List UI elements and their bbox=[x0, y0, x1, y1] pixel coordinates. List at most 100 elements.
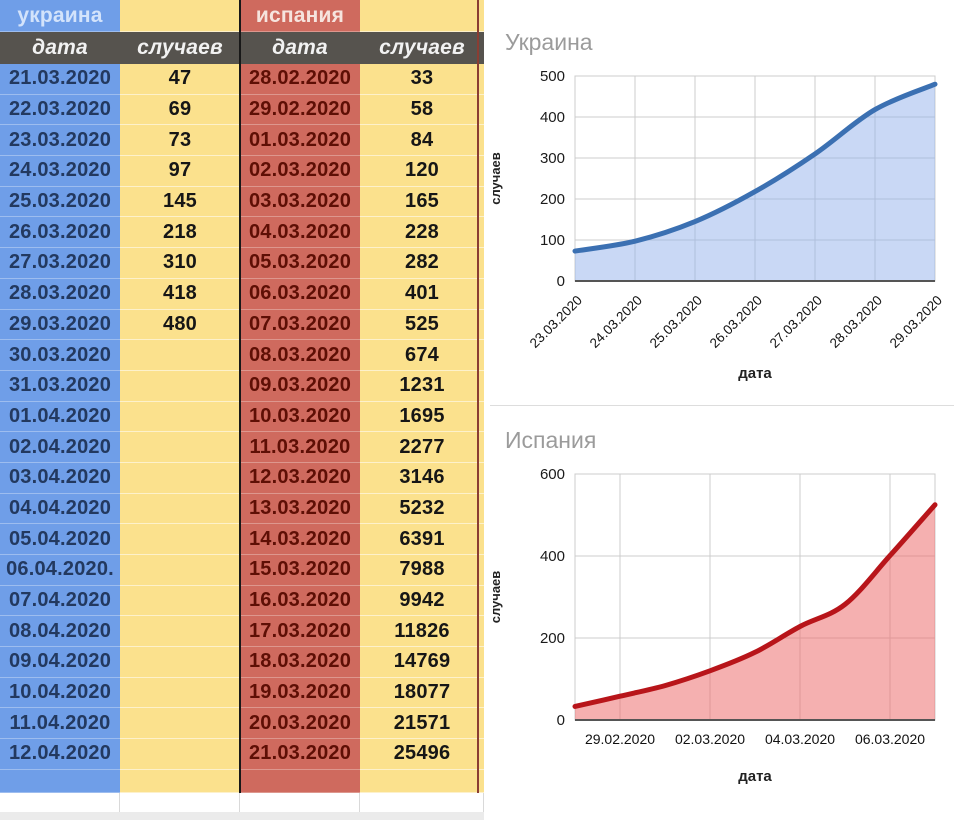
cell-ua-cases[interactable]: 310 bbox=[120, 248, 240, 279]
cell-es-date[interactable]: 29.02.2020 bbox=[240, 94, 360, 126]
cell-ua-cases[interactable]: 218 bbox=[120, 217, 240, 249]
cell-es-cases[interactable]: 5232 bbox=[360, 493, 484, 525]
cell-es-cases[interactable]: 6391 bbox=[360, 524, 484, 555]
cell-es-date[interactable]: 20.03.2020 bbox=[240, 708, 360, 740]
cell-ua-cases[interactable] bbox=[120, 616, 240, 648]
cell-ua-date[interactable]: 05.04.2020 bbox=[0, 524, 120, 555]
cell-ua-cases[interactable] bbox=[120, 677, 240, 709]
cell-es-cases[interactable]: 228 bbox=[360, 217, 484, 249]
cell-ua-cases[interactable]: 418 bbox=[120, 278, 240, 310]
cell-ua-cases[interactable] bbox=[120, 769, 240, 793]
cell-ua-cases[interactable] bbox=[120, 432, 240, 463]
cell-es-date[interactable]: 04.03.2020 bbox=[240, 217, 360, 249]
cell-es-cases[interactable]: 525 bbox=[360, 309, 484, 341]
cell-ua-date[interactable]: 03.04.2020 bbox=[0, 462, 120, 494]
cell-es-date[interactable]: 11.03.2020 bbox=[240, 432, 360, 463]
ukraine-section-header[interactable]: украина bbox=[0, 0, 120, 32]
spain-section-header[interactable]: испания bbox=[240, 0, 360, 32]
cell-es-date[interactable]: 19.03.2020 bbox=[240, 677, 360, 709]
col-header-ua-date[interactable]: дата bbox=[0, 32, 120, 64]
cell-es-date[interactable]: 28.02.2020 bbox=[240, 64, 360, 95]
cell-es-cases[interactable]: 2277 bbox=[360, 432, 484, 463]
cell-ua-date[interactable]: 09.04.2020 bbox=[0, 647, 120, 678]
ukraine-chart[interactable]: Украина 0 100 200 300 400 500 23.03.2020 24.03.2… bbox=[484, 0, 960, 405]
empty-white-cell[interactable] bbox=[360, 792, 484, 812]
cell-es-cases[interactable]: 165 bbox=[360, 186, 484, 218]
col-header-es-date[interactable]: дата bbox=[240, 32, 360, 64]
cell-ua-date[interactable]: 26.03.2020 bbox=[0, 217, 120, 249]
cell-ua-cases[interactable] bbox=[120, 739, 240, 770]
cell-es-cases[interactable]: 21571 bbox=[360, 708, 484, 740]
cell-es-cases[interactable]: 674 bbox=[360, 340, 484, 371]
cell-ua-cases[interactable]: 97 bbox=[120, 156, 240, 187]
cell-ua-cases[interactable] bbox=[120, 401, 240, 433]
cell-ua-date[interactable]: 22.03.2020 bbox=[0, 94, 120, 126]
cell-es-cases[interactable]: 18077 bbox=[360, 677, 484, 709]
cell-ua-cases[interactable]: 69 bbox=[120, 94, 240, 126]
cell-es-date[interactable]: 13.03.2020 bbox=[240, 493, 360, 525]
cell-ua-date[interactable]: 12.04.2020 bbox=[0, 739, 120, 770]
cell-ua-date[interactable]: 31.03.2020 bbox=[0, 370, 120, 402]
cell-es-cases[interactable]: 9942 bbox=[360, 585, 484, 617]
cell-ua-date[interactable] bbox=[0, 769, 120, 793]
cell-es-cases[interactable]: 7988 bbox=[360, 555, 484, 586]
cell-ua-cases[interactable] bbox=[120, 555, 240, 586]
cell-es-date[interactable]: 17.03.2020 bbox=[240, 616, 360, 648]
cell-es-cases[interactable]: 1695 bbox=[360, 401, 484, 433]
cell-es-date[interactable]: 14.03.2020 bbox=[240, 524, 360, 555]
cell-es-date[interactable]: 07.03.2020 bbox=[240, 309, 360, 341]
cell-ua-cases[interactable]: 73 bbox=[120, 125, 240, 157]
cell-es-date[interactable]: 09.03.2020 bbox=[240, 370, 360, 402]
cell-ua-date[interactable]: 29.03.2020 bbox=[0, 309, 120, 341]
cell-ua-date[interactable]: 10.04.2020 bbox=[0, 677, 120, 709]
cell-es-date[interactable]: 05.03.2020 bbox=[240, 248, 360, 279]
cell-es-date[interactable]: 15.03.2020 bbox=[240, 555, 360, 586]
cell-es-cases[interactable]: 3146 bbox=[360, 462, 484, 494]
cell-es-cases[interactable]: 282 bbox=[360, 248, 484, 279]
empty-header-cell[interactable] bbox=[120, 0, 240, 32]
cell-ua-date[interactable]: 06.04.2020. bbox=[0, 555, 120, 586]
cell-ua-date[interactable]: 07.04.2020 bbox=[0, 585, 120, 617]
empty-white-cell[interactable] bbox=[0, 792, 120, 812]
cell-es-date[interactable]: 12.03.2020 bbox=[240, 462, 360, 494]
cell-ua-date[interactable]: 24.03.2020 bbox=[0, 156, 120, 187]
cell-ua-date[interactable]: 08.04.2020 bbox=[0, 616, 120, 648]
cell-es-date[interactable]: 16.03.2020 bbox=[240, 585, 360, 617]
cell-es-date[interactable] bbox=[240, 769, 360, 793]
cell-ua-cases[interactable]: 480 bbox=[120, 309, 240, 341]
cell-es-cases[interactable]: 11826 bbox=[360, 616, 484, 648]
col-header-ua-cases[interactable]: случаев bbox=[120, 32, 240, 64]
cell-es-cases[interactable]: 401 bbox=[360, 278, 484, 310]
cell-ua-cases[interactable] bbox=[120, 370, 240, 402]
cell-es-date[interactable]: 06.03.2020 bbox=[240, 278, 360, 310]
cell-es-date[interactable]: 08.03.2020 bbox=[240, 340, 360, 371]
cell-ua-date[interactable]: 28.03.2020 bbox=[0, 278, 120, 310]
cell-ua-cases[interactable]: 145 bbox=[120, 186, 240, 218]
cell-ua-date[interactable]: 25.03.2020 bbox=[0, 186, 120, 218]
cell-ua-cases[interactable] bbox=[120, 647, 240, 678]
empty-white-cell[interactable] bbox=[120, 792, 240, 812]
cell-ua-date[interactable]: 27.03.2020 bbox=[0, 248, 120, 279]
cell-ua-cases[interactable] bbox=[120, 708, 240, 740]
cell-es-date[interactable]: 02.03.2020 bbox=[240, 156, 360, 187]
cell-ua-cases[interactable] bbox=[120, 524, 240, 555]
cell-es-cases[interactable]: 84 bbox=[360, 125, 484, 157]
cell-ua-cases[interactable] bbox=[120, 493, 240, 525]
cell-ua-date[interactable]: 30.03.2020 bbox=[0, 340, 120, 371]
cell-es-cases[interactable]: 14769 bbox=[360, 647, 484, 678]
cell-es-date[interactable]: 10.03.2020 bbox=[240, 401, 360, 433]
cell-es-date[interactable]: 03.03.2020 bbox=[240, 186, 360, 218]
cell-ua-date[interactable]: 02.04.2020 bbox=[0, 432, 120, 463]
cell-ua-date[interactable]: 11.04.2020 bbox=[0, 708, 120, 740]
cell-es-date[interactable]: 18.03.2020 bbox=[240, 647, 360, 678]
cell-es-cases[interactable]: 58 bbox=[360, 94, 484, 126]
cell-ua-cases[interactable]: 47 bbox=[120, 64, 240, 95]
cell-es-date[interactable]: 01.03.2020 bbox=[240, 125, 360, 157]
cell-ua-cases[interactable] bbox=[120, 340, 240, 371]
empty-header-cell[interactable] bbox=[360, 0, 484, 32]
col-header-es-cases[interactable]: случаев bbox=[360, 32, 484, 64]
cell-ua-cases[interactable] bbox=[120, 462, 240, 494]
cell-es-cases[interactable]: 120 bbox=[360, 156, 484, 187]
cell-ua-cases[interactable] bbox=[120, 585, 240, 617]
spain-chart[interactable]: Испания 0 200 400 600 29.02.2020 02.03.2020 04.… bbox=[484, 405, 960, 820]
